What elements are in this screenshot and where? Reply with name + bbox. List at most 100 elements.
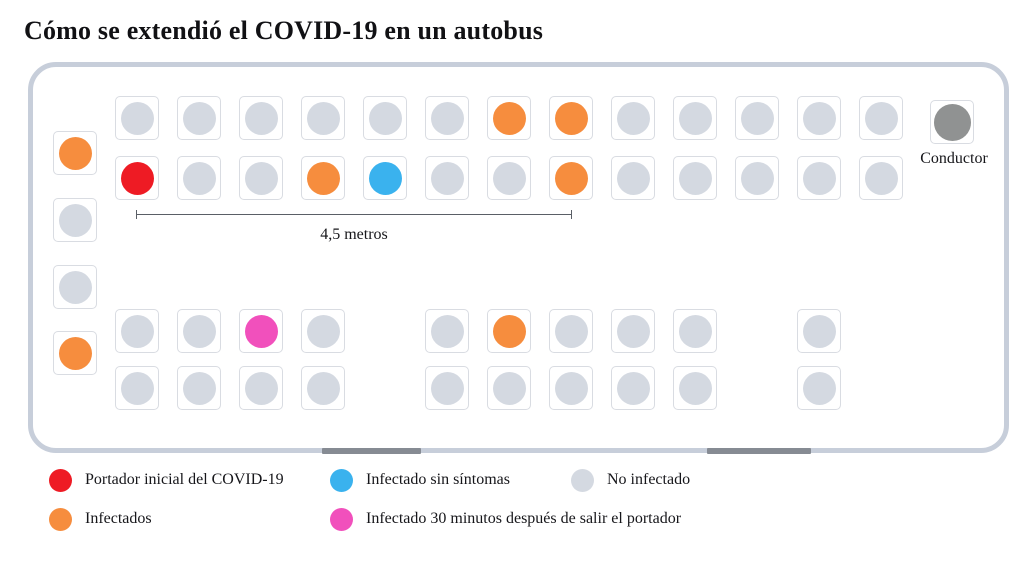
not-infected-dot xyxy=(182,101,216,135)
seat xyxy=(797,366,841,410)
seat xyxy=(859,96,903,140)
not-infected-dot xyxy=(678,371,712,405)
not-infected-dot xyxy=(554,371,588,405)
carrier-dot xyxy=(120,161,154,195)
asymptomatic-dot xyxy=(368,161,402,195)
seat xyxy=(301,309,345,353)
seat xyxy=(549,156,593,200)
seat xyxy=(611,96,655,140)
infected-dot xyxy=(554,161,588,195)
bus-door-marker xyxy=(322,448,421,454)
not-infected-dot xyxy=(678,161,712,195)
seat xyxy=(611,309,655,353)
not-infected-dot xyxy=(864,161,898,195)
seat xyxy=(611,366,655,410)
seat xyxy=(487,309,531,353)
seat xyxy=(239,309,283,353)
not-infected-dot xyxy=(740,161,774,195)
infected-dot xyxy=(492,314,526,348)
legend-item-carrier: Portador inicial del COVID-19 xyxy=(49,468,284,492)
not-infected-dot xyxy=(306,101,340,135)
seat xyxy=(425,366,469,410)
legend-label: Infectados xyxy=(85,510,152,527)
legend-item-infected: Infectados xyxy=(49,507,152,531)
not-infected-dot xyxy=(492,371,526,405)
not-infected-dot xyxy=(864,101,898,135)
seat xyxy=(673,156,717,200)
seat xyxy=(425,156,469,200)
not-infected-dot xyxy=(120,371,154,405)
infected-dot xyxy=(554,101,588,135)
seat xyxy=(115,309,159,353)
not-infected-dot xyxy=(244,101,278,135)
seat xyxy=(859,156,903,200)
seat xyxy=(301,366,345,410)
not-infected-dot xyxy=(802,161,836,195)
driver-dot xyxy=(933,103,971,141)
not-infected-dot xyxy=(182,161,216,195)
asymptomatic-swatch-icon xyxy=(330,468,353,492)
not-infected-dot xyxy=(58,203,92,237)
seat xyxy=(673,366,717,410)
not-infected-dot xyxy=(182,371,216,405)
not-infected-dot xyxy=(802,314,836,348)
seat xyxy=(487,156,531,200)
not-infected-dot xyxy=(678,314,712,348)
infected-dot xyxy=(58,336,92,370)
page-title: Cómo se extendió el COVID-19 en un autob… xyxy=(24,16,544,45)
seat-left-column xyxy=(53,265,97,309)
legend-label: Portador inicial del COVID-19 xyxy=(85,471,284,488)
seat xyxy=(239,156,283,200)
driver-seat xyxy=(930,100,974,144)
not-infected-swatch-icon xyxy=(571,468,594,492)
seat-left-column xyxy=(53,198,97,242)
conductor-label: Conductor xyxy=(920,150,988,167)
not-infected-dot xyxy=(182,314,216,348)
legend-item-asymptomatic: Infectado sin síntomas xyxy=(330,468,510,492)
infected-swatch-icon xyxy=(49,507,72,531)
seat xyxy=(549,309,593,353)
seat xyxy=(301,156,345,200)
seat xyxy=(115,156,159,200)
not-infected-dot xyxy=(430,101,464,135)
seat xyxy=(797,96,841,140)
not-infected-dot xyxy=(430,161,464,195)
bus-door-marker xyxy=(707,448,811,454)
not-infected-dot xyxy=(616,314,650,348)
not-infected-dot xyxy=(802,371,836,405)
seat xyxy=(735,96,779,140)
seat xyxy=(549,366,593,410)
legend-label: Infectado 30 minutos después de salir el… xyxy=(366,510,682,527)
seat xyxy=(301,96,345,140)
legend-label: No infectado xyxy=(607,471,691,488)
seat xyxy=(425,96,469,140)
late-infected-dot xyxy=(244,314,278,348)
seat xyxy=(673,96,717,140)
not-infected-dot xyxy=(554,314,588,348)
not-infected-dot xyxy=(58,270,92,304)
seat xyxy=(363,156,407,200)
distance-label: 4,5 metros xyxy=(320,226,388,243)
seat xyxy=(177,366,221,410)
not-infected-dot xyxy=(120,314,154,348)
not-infected-dot xyxy=(740,101,774,135)
infected-dot xyxy=(58,136,92,170)
seat xyxy=(673,309,717,353)
infected-dot xyxy=(492,101,526,135)
not-infected-dot xyxy=(430,371,464,405)
not-infected-dot xyxy=(244,161,278,195)
carrier-swatch-icon xyxy=(49,468,72,492)
not-infected-dot xyxy=(678,101,712,135)
seat xyxy=(549,96,593,140)
not-infected-dot xyxy=(368,101,402,135)
not-infected-dot xyxy=(120,101,154,135)
not-infected-dot xyxy=(616,371,650,405)
seat xyxy=(797,309,841,353)
seat xyxy=(487,96,531,140)
seat xyxy=(239,96,283,140)
distance-line xyxy=(136,210,572,219)
seat xyxy=(177,96,221,140)
seat xyxy=(115,96,159,140)
seat-left-column xyxy=(53,131,97,175)
